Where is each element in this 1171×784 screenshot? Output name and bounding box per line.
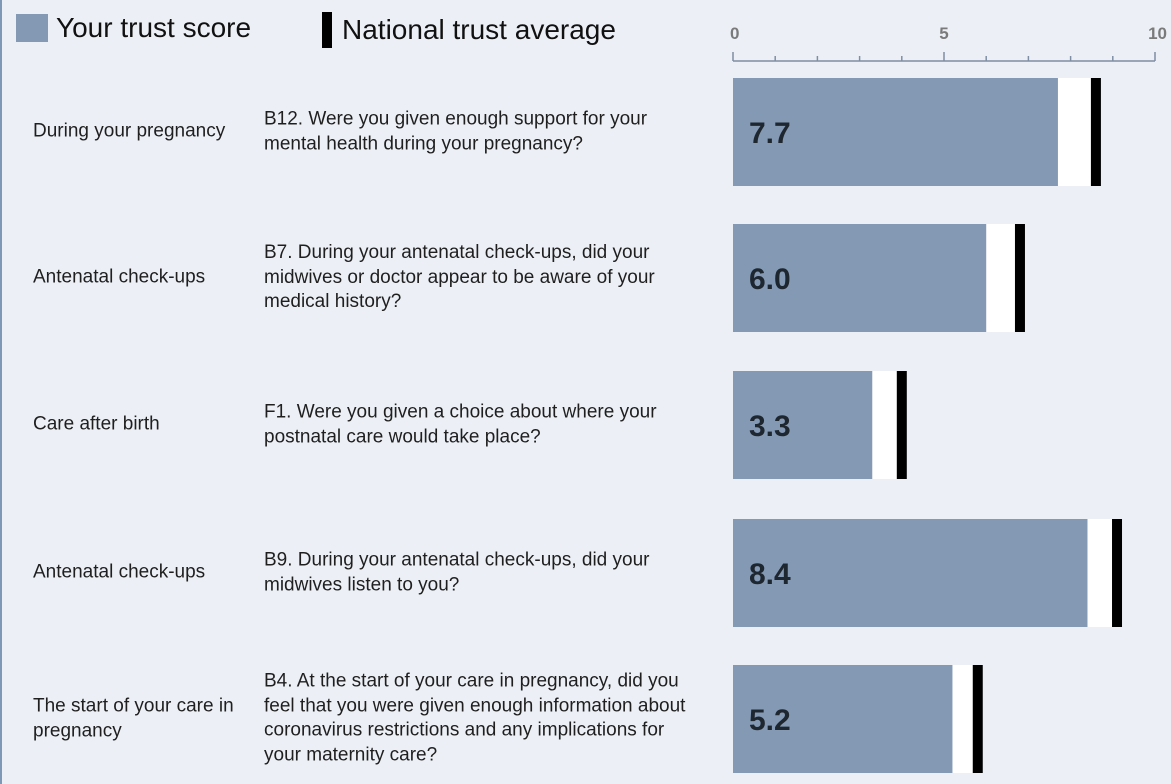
x-tick-label: 10 — [1148, 24, 1167, 43]
bar-value-label: 7.7 — [749, 117, 791, 150]
trust-score-bar — [733, 371, 873, 479]
national-average-marker — [1112, 519, 1123, 627]
legend-label-national: National trust average — [342, 14, 616, 45]
question-row: Care after birth F1. Were you given a ch… — [0, 371, 730, 479]
bar-value-label: 5.2 — [749, 704, 791, 737]
bar-value-label: 8.4 — [749, 558, 791, 591]
national-average-marker — [972, 665, 983, 773]
legend-item-trust: Your trust score — [16, 12, 251, 44]
section-label: During your pregnancy — [33, 120, 226, 142]
question-row: During your pregnancy B12. Were you give… — [0, 78, 730, 186]
section-label: The start of your care in pregnancy — [33, 695, 234, 741]
section-label: Antenatal check-ups — [33, 561, 206, 583]
x-tick-label: 5 — [939, 24, 948, 43]
trust-score-bar — [733, 665, 953, 773]
trust-score-bar — [733, 78, 1058, 186]
question-text: B4. At the start of your care in pregnan… — [264, 670, 686, 766]
national-average-marker — [1014, 224, 1025, 332]
question-text: B9. During your antenatal check-ups, did… — [264, 549, 650, 595]
question-text: B7. During your antenatal check-ups, did… — [264, 241, 655, 313]
section-label: Antenatal check-ups — [33, 266, 206, 288]
question-text: F1. Were you given a choice about where … — [264, 401, 657, 447]
national-average-marker — [896, 371, 907, 479]
x-tick-label: 0 — [730, 24, 739, 43]
question-row: Antenatal check-ups B7. During your ante… — [0, 224, 730, 332]
question-row: The start of your care in pregnancy B4. … — [0, 665, 730, 773]
question-row: Antenatal check-ups B9. During your ante… — [0, 519, 730, 627]
trust-score-bar — [733, 519, 1088, 627]
legend-swatch-national — [322, 12, 332, 48]
legend-label-trust: Your trust score — [56, 12, 252, 43]
section-label: Care after birth — [33, 413, 160, 435]
legend-swatch-trust — [16, 14, 48, 42]
bar-value-label: 6.0 — [749, 263, 791, 296]
national-average-marker — [1090, 78, 1101, 186]
question-text: B12. Were you given enough support for y… — [264, 108, 648, 154]
bar-value-label: 3.3 — [749, 410, 791, 443]
legend-item-national: National trust average — [322, 12, 616, 48]
trust-score-bar — [733, 224, 987, 332]
